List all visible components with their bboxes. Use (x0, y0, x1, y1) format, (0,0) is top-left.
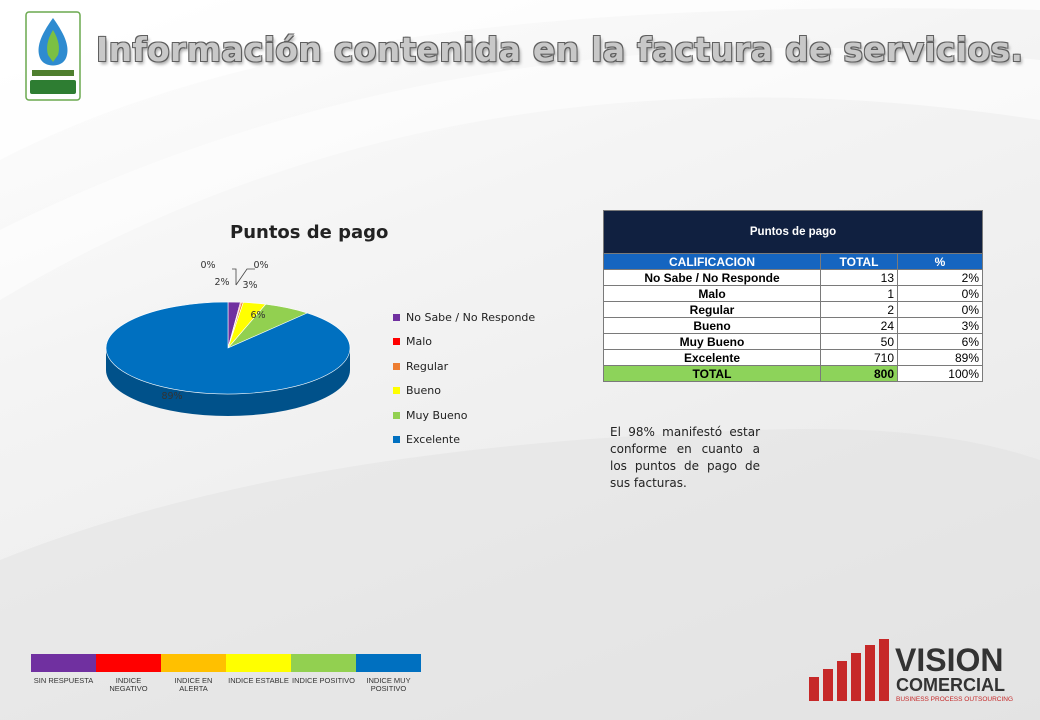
chart-legend: No Sabe / No Responde Malo Regular Bueno Muy… (393, 305, 535, 452)
row-label: Bueno (603, 317, 821, 334)
legend-item: Muy Bueno (393, 403, 535, 428)
row-label: Muy Bueno (603, 333, 821, 350)
row-pct: 89% (897, 349, 983, 366)
pie-data-label: 0% (253, 260, 268, 271)
row-total: 50 (820, 333, 898, 350)
legend-label: Muy Bueno (406, 408, 468, 422)
legend-swatch (393, 338, 400, 346)
table-row: Muy Bueno 50 6% (603, 333, 983, 350)
row-pct: 0% (897, 301, 983, 318)
row-total: 1 (820, 285, 898, 302)
legend-item: Malo (393, 330, 535, 355)
scale-label: INDICE MUY POSITIVO (366, 676, 411, 693)
row-pct: 3% (897, 317, 983, 334)
row-total: 2 (820, 301, 898, 318)
legend-label: Regular (406, 359, 449, 373)
pie-slice (105, 301, 351, 395)
legend-swatch (393, 362, 400, 370)
legend-label: Bueno (406, 384, 441, 398)
row-label: Regular (603, 301, 821, 318)
legend-item: No Sabe / No Responde (393, 305, 535, 330)
pie-data-label: 2% (214, 277, 229, 288)
scale-bar (96, 654, 161, 672)
scale-bar (291, 654, 356, 672)
total-label: TOTAL (603, 365, 821, 382)
index-scale: SIN RESPUESTA INDICE NEGATIVO INDICE EN AL… (31, 654, 421, 693)
legend-label: No Sabe / No Responde (406, 310, 536, 324)
row-label: Excelente (603, 349, 821, 366)
scale-label: SIN RESPUESTA (33, 676, 94, 685)
pie-slice-side (106, 348, 350, 416)
summary-note: El 98% manifestó estar conforme en cuant… (610, 425, 760, 490)
table-row: Malo 1 0% (603, 285, 983, 302)
row-total: 24 (820, 317, 898, 334)
scale-bar (226, 654, 291, 672)
scale-label: INDICE POSITIVO (292, 676, 355, 685)
pie-chart: 2% 0% 0% 3% 6% 89% (105, 260, 351, 416)
pie-data-label: 6% (250, 310, 265, 321)
header-pct: % (897, 253, 983, 270)
pie-data-label: 0% (200, 260, 215, 271)
header-calificacion: CALIFICACION (603, 253, 821, 270)
brand-tagline: BUSINESS PROCESS OUTSOURCING (896, 696, 1013, 703)
scale-bar (161, 654, 226, 672)
legend-item: Excelente (393, 428, 535, 453)
table-row: Regular 2 0% (603, 301, 983, 318)
row-total: 710 (820, 349, 898, 366)
scale-label: INDICE ESTABLE (228, 676, 289, 685)
scale-label: INDICE EN ALERTA (174, 676, 213, 693)
row-total: 13 (820, 269, 898, 286)
row-pct: 6% (897, 333, 983, 350)
total-value: 800 (820, 365, 898, 382)
scale-label: INDICE NEGATIVO (109, 676, 148, 693)
chart-title: Puntos de pago (230, 222, 389, 243)
row-label: No Sabe / No Responde (603, 269, 821, 286)
scale-bar (356, 654, 421, 672)
row-pct: 2% (897, 269, 983, 286)
legend-label: Malo (406, 335, 433, 349)
legend-label: Excelente (406, 433, 460, 447)
legend-item: Bueno (393, 379, 535, 404)
company-logo (25, 11, 81, 101)
row-pct: 0% (897, 285, 983, 302)
row-label: Malo (603, 285, 821, 302)
pie-data-label: 89% (161, 391, 182, 402)
leader-line (232, 268, 237, 285)
brand-name-line2: COMERCIAL (896, 675, 1005, 695)
table-total-row: TOTAL 800 100% (603, 365, 983, 382)
total-pct: 100% (897, 365, 983, 382)
legend-swatch (393, 436, 400, 444)
table-row: Bueno 24 3% (603, 317, 983, 334)
page-title: Información contenida en la factura de s… (96, 30, 1024, 69)
legend-swatch (393, 387, 400, 395)
scale-bar (31, 654, 96, 672)
vision-comercial-logo: VISION COMERCIAL BUSINESS PROCESS OUTSOU… (809, 639, 1013, 703)
results-table: Puntos de pago CALIFICACION TOTAL % No S… (603, 210, 983, 382)
legend-swatch (393, 313, 400, 321)
header-total: TOTAL (820, 253, 898, 270)
legend-item: Regular (393, 354, 535, 379)
table-row: Excelente 710 89% (603, 349, 983, 366)
table-row: No Sabe / No Responde 13 2% (603, 269, 983, 286)
leader-line (235, 268, 255, 286)
brand-name-line1: VISION (895, 642, 1003, 678)
pie-data-label: 3% (242, 280, 257, 291)
table-title: Puntos de pago (603, 210, 983, 254)
legend-swatch (393, 411, 400, 419)
